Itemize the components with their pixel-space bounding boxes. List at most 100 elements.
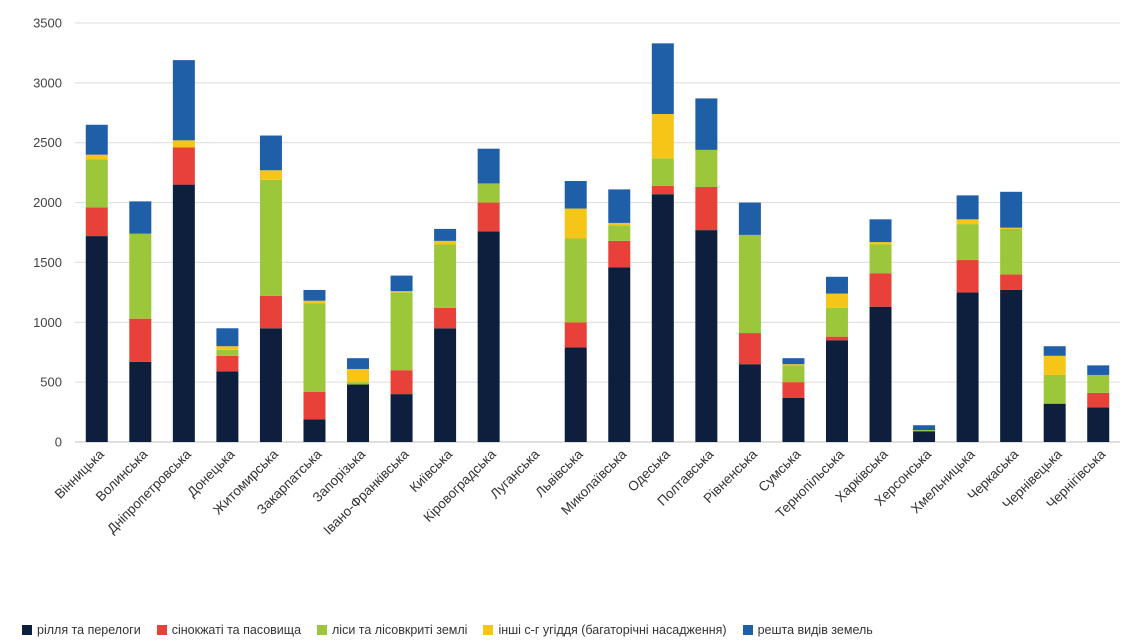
bar-segment xyxy=(85,124,108,155)
bar-segment xyxy=(869,244,892,274)
bar-segment xyxy=(651,43,674,114)
legend-label: сінокжаті та пасовища xyxy=(171,623,302,637)
bar-segment xyxy=(1000,227,1023,229)
bar-segment xyxy=(259,179,282,296)
bar-segment xyxy=(434,240,457,245)
bar-segment xyxy=(1087,407,1110,442)
bar-segment xyxy=(651,113,674,159)
bar-segment xyxy=(825,336,848,341)
bar-segment xyxy=(259,328,282,442)
legend-label: рілля та перелоги xyxy=(37,623,141,637)
legend-swatch xyxy=(317,625,328,635)
bar-segment xyxy=(129,233,152,319)
y-axis-ticks: 0 500 1000 1500 2000 2500 3000 3500 xyxy=(33,16,62,450)
bar-segment xyxy=(913,430,936,432)
bar-segment xyxy=(825,307,848,337)
bar-segment xyxy=(1043,403,1066,442)
bar-segment xyxy=(695,187,718,231)
bar-segment xyxy=(782,397,805,442)
gridlines xyxy=(75,22,1120,443)
bar-segment xyxy=(172,140,195,148)
legend-item: ліси та лісовкриті землі xyxy=(317,623,467,637)
bar-segment xyxy=(477,148,500,184)
bar-segment xyxy=(651,185,674,195)
stacked-bar-chart: 0 500 1000 1500 2000 2500 3000 3500 ВінницькаВо… xyxy=(33,16,1120,538)
bar-segment xyxy=(564,347,587,442)
y-tick-label: 500 xyxy=(40,375,62,390)
bar-segment xyxy=(1087,374,1110,393)
bar-segment xyxy=(869,219,892,243)
bar-segment xyxy=(434,328,457,442)
x-axis-labels: ВінницькаВолинськаДніпропетровськаДонець… xyxy=(52,446,1109,537)
y-tick-label: 3000 xyxy=(33,75,62,90)
bar-segment xyxy=(869,242,892,245)
bar-segment xyxy=(956,260,979,293)
bar-segment xyxy=(1000,274,1023,290)
legend-item: рілля та перелоги xyxy=(22,623,141,637)
bar-segment xyxy=(695,149,718,188)
bar-segment xyxy=(434,244,457,308)
bar-segment xyxy=(564,238,587,323)
bar-segment xyxy=(1043,374,1066,404)
bar-segment xyxy=(216,346,239,350)
bar-segment xyxy=(390,291,413,293)
bar-segment xyxy=(608,240,631,268)
bar-segment xyxy=(564,322,587,348)
bar-segment xyxy=(738,234,761,334)
legend-item: інші с-г угіддя (багаторічні насадження) xyxy=(483,623,727,637)
bar-segment xyxy=(303,300,326,304)
bar-segment xyxy=(216,328,239,347)
bar-segment xyxy=(434,228,457,241)
bar-segment xyxy=(825,293,848,308)
bar-segment xyxy=(172,60,195,141)
legend-swatch xyxy=(483,625,494,635)
bar-segment xyxy=(347,382,370,385)
bar-segment xyxy=(738,333,761,365)
bar-segment xyxy=(782,358,805,365)
bar-segment xyxy=(1043,346,1066,356)
bar-segment xyxy=(913,431,936,442)
y-tick-label: 1000 xyxy=(33,315,62,330)
legend-swatch xyxy=(156,625,167,635)
y-tick-label: 0 xyxy=(55,435,62,450)
bar-segment xyxy=(259,135,282,171)
bar-segment xyxy=(434,307,457,329)
bar-segment xyxy=(259,170,282,180)
bar-segment xyxy=(85,236,108,442)
bar-segment xyxy=(1087,392,1110,408)
bar-segment xyxy=(1043,355,1066,375)
bar-segment xyxy=(869,306,892,442)
bar-segment xyxy=(216,371,239,442)
bar-segment xyxy=(956,195,979,220)
legend: рілля та перелоги сінокжаті та пасовища лі… xyxy=(22,620,873,640)
bar-segment xyxy=(477,202,500,232)
bar-segment xyxy=(782,365,805,383)
bar-segment xyxy=(303,303,326,392)
bar-segment xyxy=(85,207,108,237)
bar-segment xyxy=(390,292,413,371)
legend-item: решта видів земель xyxy=(742,623,873,637)
y-tick-label: 2500 xyxy=(33,135,62,150)
bar-segment xyxy=(390,370,413,395)
bar-segment xyxy=(738,364,761,442)
bar-segment xyxy=(608,189,631,223)
bar-segment xyxy=(172,147,195,185)
bar-segment xyxy=(85,154,108,160)
y-tick-label: 1500 xyxy=(33,255,62,270)
bar-segment xyxy=(303,391,326,420)
bars xyxy=(85,43,1110,442)
bar-segment xyxy=(651,194,674,442)
bar-segment xyxy=(172,184,195,442)
bar-segment xyxy=(216,349,239,356)
bar-segment xyxy=(1000,191,1023,228)
bar-segment xyxy=(303,289,326,301)
bar-segment xyxy=(129,361,152,442)
bar-segment xyxy=(651,158,674,186)
bar-segment xyxy=(825,340,848,442)
bar-segment xyxy=(782,364,805,366)
bar-segment xyxy=(869,273,892,307)
bar-segment xyxy=(390,394,413,442)
bar-segment xyxy=(347,368,370,383)
bar-segment xyxy=(477,183,500,203)
legend-item: сінокжаті та пасовища xyxy=(156,623,302,637)
